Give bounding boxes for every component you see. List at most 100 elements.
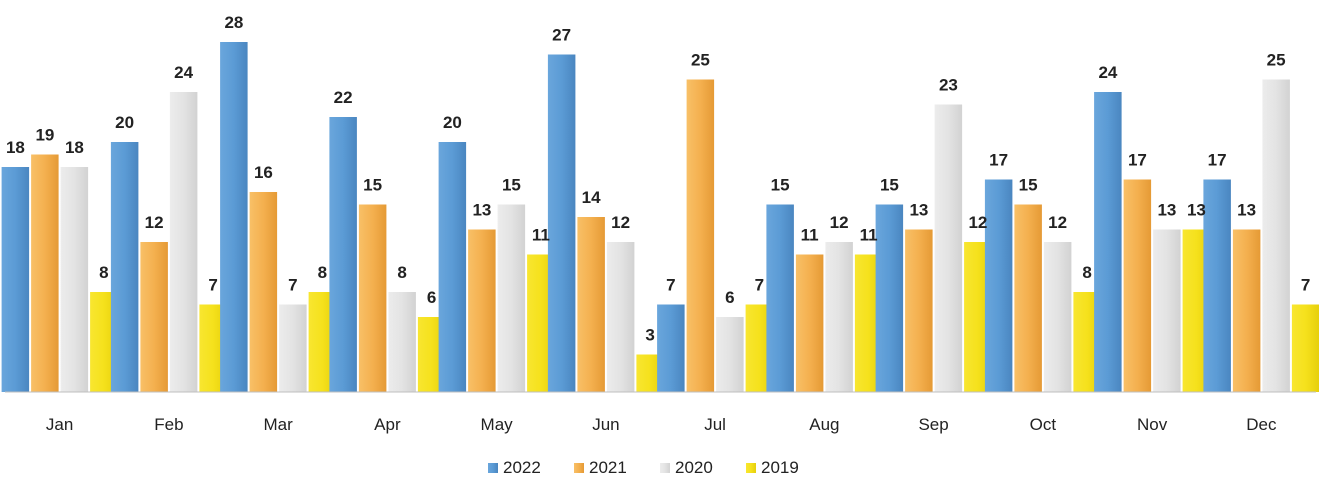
- bar-2022-may: [438, 142, 467, 392]
- data-label-2022-mar: 28: [224, 13, 243, 32]
- data-label-2019-oct: 8: [1082, 263, 1091, 282]
- bar-2020-mar: [279, 304, 307, 392]
- bar-2020-aug: [825, 242, 853, 392]
- x-tick-labels: Jan Feb Mar Apr May Jun Jul Aug Sep Oct Nov Dec: [46, 415, 1277, 434]
- x-tick-may: May: [481, 415, 514, 434]
- bar-2019-dec: [1291, 304, 1319, 392]
- data-label-2022-aug: 15: [771, 176, 790, 195]
- bar-2021-dec: [1232, 229, 1261, 392]
- data-label-2021-feb: 12: [145, 213, 164, 232]
- bars-layer: [1, 42, 1319, 392]
- data-label-2020-sep: 23: [939, 76, 958, 95]
- data-label-2022-may: 20: [443, 113, 462, 132]
- bar-2020-feb: [169, 92, 198, 392]
- x-tick-aug: Aug: [809, 415, 839, 434]
- data-label-2019-aug: 11: [860, 226, 878, 245]
- data-label-2022-apr: 22: [334, 88, 353, 107]
- data-label-2019-may: 11: [532, 226, 550, 245]
- data-label-2021-dec: 13: [1237, 201, 1256, 220]
- bar-2022-dec: [1203, 179, 1231, 392]
- x-tick-oct: Oct: [1030, 415, 1057, 434]
- data-label-2021-sep: 13: [909, 201, 928, 220]
- bar-2020-apr: [388, 292, 416, 392]
- legend-label-2021: 2021: [589, 458, 627, 477]
- data-label-2019-jan: 8: [99, 263, 108, 282]
- x-tick-feb: Feb: [154, 415, 183, 434]
- data-label-2022-jul: 7: [666, 276, 675, 295]
- bar-2020-sep: [934, 104, 963, 392]
- data-label-2019-dec: 7: [1301, 276, 1310, 295]
- bar-2020-oct: [1043, 242, 1072, 392]
- bar-2021-jun: [577, 217, 605, 392]
- bar-2022-jan: [1, 167, 30, 392]
- bar-2022-apr: [329, 117, 357, 392]
- data-label-2020-jun: 12: [611, 213, 630, 232]
- data-label-2021-oct: 15: [1019, 176, 1038, 195]
- data-label-2020-jul: 6: [725, 288, 734, 307]
- bar-2022-oct: [984, 179, 1013, 392]
- data-label-2019-mar: 8: [318, 263, 327, 282]
- data-label-2020-nov: 13: [1157, 201, 1176, 220]
- legend-label-2019: 2019: [761, 458, 799, 477]
- data-label-2022-oct: 17: [989, 151, 1008, 170]
- data-label-2020-may: 15: [502, 176, 521, 195]
- data-label-2021-mar: 16: [254, 163, 273, 182]
- data-label-2020-dec: 25: [1267, 51, 1286, 70]
- bar-2021-sep: [905, 229, 933, 392]
- data-label-2022-jun: 27: [552, 26, 571, 45]
- bar-2020-jul: [716, 317, 744, 392]
- x-tick-jan: Jan: [46, 415, 73, 434]
- bar-2021-mar: [249, 192, 278, 392]
- data-label-2021-jul: 25: [691, 51, 710, 70]
- data-label-2021-nov: 17: [1128, 151, 1147, 170]
- bar-2022-aug: [766, 204, 794, 392]
- bar-2022-nov: [1094, 92, 1122, 392]
- bar-2020-jan: [60, 167, 89, 392]
- data-label-2021-apr: 15: [363, 176, 382, 195]
- data-label-2022-jan: 18: [6, 138, 25, 157]
- x-tick-nov: Nov: [1137, 415, 1168, 434]
- bar-2020-may: [497, 204, 526, 392]
- data-label-2019-apr: 6: [427, 288, 436, 307]
- legend: 2022 2021 2020 2019: [488, 458, 799, 477]
- data-label-2020-jan: 18: [65, 138, 84, 157]
- data-label-2019-jun: 3: [645, 326, 654, 345]
- data-label-2019-sep: 12: [968, 213, 987, 232]
- data-label-2020-apr: 8: [397, 263, 406, 282]
- data-label-2021-jun: 14: [582, 188, 601, 207]
- bar-2021-may: [468, 229, 496, 392]
- legend-label-2020: 2020: [675, 458, 713, 477]
- bar-2020-jun: [606, 242, 635, 392]
- bar-2022-jul: [657, 304, 685, 392]
- bar-2021-jan: [31, 154, 59, 392]
- data-label-2021-may: 13: [472, 201, 491, 220]
- bar-2021-nov: [1123, 179, 1152, 392]
- bar-2020-nov: [1153, 229, 1181, 392]
- data-label-2022-nov: 24: [1098, 63, 1117, 82]
- data-label-2022-feb: 20: [115, 113, 134, 132]
- bar-2021-oct: [1014, 204, 1042, 392]
- bar-2021-aug: [795, 254, 824, 392]
- x-tick-apr: Apr: [374, 415, 401, 434]
- data-label-2022-dec: 17: [1208, 151, 1227, 170]
- x-tick-jul: Jul: [704, 415, 726, 434]
- legend-swatch-2019: [746, 463, 756, 473]
- data-label-2020-mar: 7: [288, 276, 297, 295]
- bar-2020-dec: [1262, 79, 1290, 392]
- data-label-2021-jan: 19: [35, 126, 54, 145]
- bar-2022-sep: [875, 204, 904, 392]
- data-label-2020-oct: 12: [1048, 213, 1067, 232]
- x-tick-dec: Dec: [1246, 415, 1277, 434]
- bar-2022-feb: [110, 142, 139, 392]
- data-label-2019-feb: 7: [208, 276, 217, 295]
- value-labels-layer: 18 19 18 8 20 12 24 7 28 16 7 8 22 15 8 6 20 13 15 11 27 14 12…: [6, 13, 1310, 345]
- data-label-2019-nov: 13: [1187, 201, 1206, 220]
- bar-2021-feb: [140, 242, 168, 392]
- bar-2022-jun: [547, 54, 576, 392]
- legend-swatch-2022: [488, 463, 498, 473]
- bar-2021-apr: [358, 204, 387, 392]
- bar-2022-mar: [220, 42, 248, 392]
- x-tick-mar: Mar: [263, 415, 293, 434]
- legend-swatch-2021: [574, 463, 584, 473]
